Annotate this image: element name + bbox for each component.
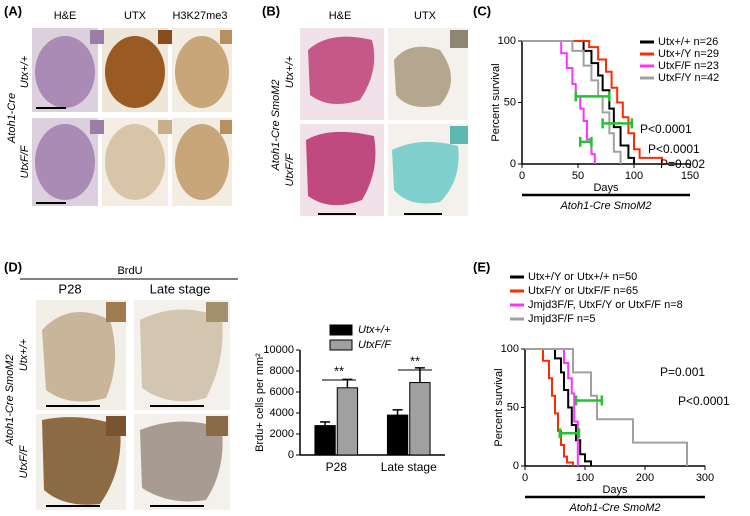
y-tick-label: 2000 [270,428,294,440]
legend-label: Utx+/+ [358,324,391,336]
genotype-label: Atoh1-Cre SmoM2 [270,79,282,171]
p-value: P<0.0001 [678,394,730,408]
column-label: UTX [124,10,147,22]
legend-swatch [329,324,353,336]
histology-images [36,300,230,510]
y-tick-label: 0 [510,158,516,170]
legend-label: Utx+/Y or Utx+/+ n=50 [528,271,637,283]
row-label: Utx+/+ [19,55,31,88]
panel-label: (E) [473,259,490,274]
legend-label: Jmjd3F/F n=5 [528,313,596,325]
column-label: H3K27me3 [172,10,227,22]
y-axis-label: Brdu+ cells per mm² [254,353,266,452]
row-label: UtxF/F [18,444,30,478]
row-label: UtxF/F [284,152,296,186]
x-tick-label: 100 [625,170,643,182]
row-label: Utx+/+ [284,55,296,88]
p-value: P<0.0001 [648,142,700,156]
x-tick-label: 150 [681,170,699,182]
panel-label: (A) [4,3,22,18]
survival-curve [525,348,592,466]
y-axis-label: Percent survival [493,368,505,446]
survival-curve [525,348,574,466]
x-tick-label: 200 [636,472,654,484]
x-tick-label: 100 [576,472,594,484]
bar [314,425,336,456]
y-tick-label: 6000 [270,386,294,398]
subtitle: Atoh1-Cre SmoM2 [559,200,651,212]
column-label: H&E [329,10,352,22]
histology-images [300,28,468,216]
bar [336,387,359,456]
x-tick-label: 0 [519,170,525,182]
x-tick-label: 0 [522,472,528,484]
survival-curve [525,348,688,466]
legend-label: Utx+/+ n=26 [658,36,718,48]
survival-curve [522,40,663,164]
p-value: P<0.0001 [640,122,692,136]
row-label: Utx+/+ [18,338,30,371]
panel-label: (C) [473,3,491,18]
y-tick-label: 50 [504,96,516,108]
legend-label: Utx+/Y n=29 [658,48,719,60]
column-label: Late stage [150,281,211,296]
stain-label: BrdU [117,265,142,277]
histology-images [32,28,232,206]
x-tick-label: 300 [696,472,714,484]
y-tick-label: 4000 [270,407,294,419]
survival-curve [522,40,635,164]
subtitle: Atoh1-Cre SmoM2 [568,502,660,514]
legend-label: UtxF/F [358,339,392,351]
bar [386,414,409,456]
y-tick-label: 8000 [270,365,294,377]
x-axis-label: Days [602,484,628,496]
legend-swatch [329,339,353,351]
y-tick-label: 0 [288,449,294,461]
survival-curve [525,348,579,466]
significance: ** [334,363,344,378]
y-axis-label: Percent survival [490,63,502,141]
y-tick-label: 100 [498,35,516,47]
genotype-label: Atoh1-Cre [6,93,18,144]
column-label: H&E [54,10,77,22]
y-tick-label: 10000 [263,344,294,356]
legend-label: UtxF/Y or UtxF/F n=65 [528,285,638,297]
x-tick-label: P28 [326,460,348,474]
genotype-label: Atoh1-Cre SmoM2 [4,354,16,446]
y-tick-label: 100 [501,343,519,355]
panel-label: (B) [262,3,280,18]
y-tick-label: 0 [513,460,519,472]
x-tick-label: Late stage [381,460,437,474]
panel-label: (D) [4,259,22,274]
significance: ** [410,353,420,368]
column-label: UTX [414,10,437,22]
x-axis-label: Days [593,182,619,194]
legend-label: UtxF/Y n=42 [658,72,719,84]
p-value: P=0.001 [660,365,705,379]
y-tick-label: 50 [507,401,519,413]
x-tick-label: 50 [572,170,584,182]
legend-label: Jmjd3F/F, UtxF/Y or UtxF/F n=8 [528,299,683,311]
row-label: UtxF/F [19,144,31,178]
bar [409,382,431,456]
legend-label: UtxF/F n=23 [658,60,719,72]
p-value: P=0.002 [660,157,705,171]
column-label: P28 [58,281,81,296]
